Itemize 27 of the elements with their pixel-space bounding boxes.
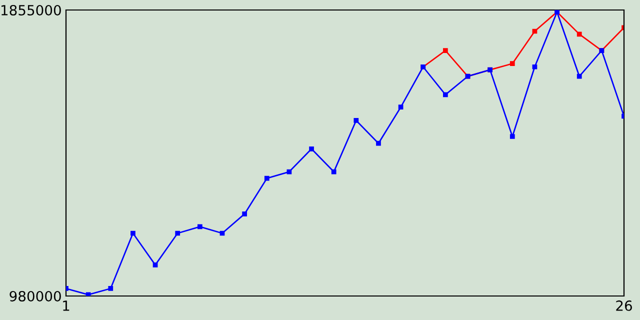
point: [197, 224, 202, 230]
point: [331, 169, 336, 174]
point: [398, 104, 404, 110]
point: [576, 32, 582, 37]
y-tick-label: 1855000: [2, 4, 61, 16]
point: [108, 286, 114, 291]
point: [86, 292, 91, 296]
point: [443, 48, 448, 53]
point: [309, 146, 314, 152]
point: [130, 230, 136, 236]
point: [152, 262, 158, 268]
point: [532, 28, 538, 34]
point: [532, 64, 538, 70]
y-tick-label: 980000: [10, 290, 61, 302]
point: [242, 212, 247, 216]
x-tick-label: 26: [616, 300, 632, 311]
point: [443, 92, 448, 98]
point: [354, 118, 359, 123]
point: [175, 230, 180, 236]
x-tick-label: 1: [63, 300, 70, 311]
point: [510, 134, 515, 139]
point: [376, 140, 381, 146]
point: [220, 230, 225, 236]
point: [264, 176, 270, 181]
point: [510, 61, 515, 66]
point: [576, 74, 582, 79]
point: [286, 169, 292, 174]
